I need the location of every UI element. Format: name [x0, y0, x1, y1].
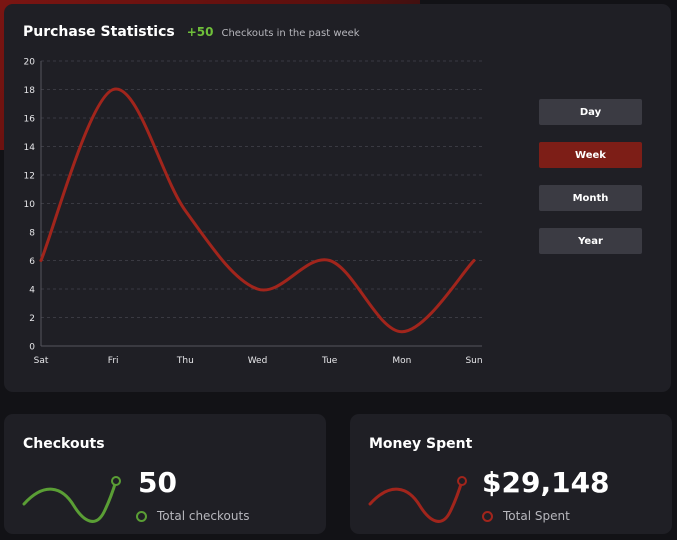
- page-title: Purchase Statistics: [23, 24, 175, 40]
- checkouts-label-row: Total checkouts: [136, 509, 249, 523]
- checkouts-sparkline-endpoint: [111, 476, 121, 486]
- money-label: Total Spent: [503, 509, 570, 523]
- x-tick-label: Thu: [176, 356, 194, 366]
- series-line: [39, 87, 476, 334]
- y-tick-label: 4: [29, 286, 35, 296]
- checkouts-title: Checkouts: [23, 436, 105, 452]
- y-tick-label: 10: [24, 200, 36, 210]
- checkouts-sparkline: [22, 476, 121, 523]
- y-tick-label: 12: [24, 172, 35, 182]
- y-tick-label: 14: [24, 143, 36, 153]
- money-title: Money Spent: [369, 436, 473, 452]
- range-month-button[interactable]: Month: [539, 185, 642, 211]
- money-value: $29,148: [482, 466, 610, 499]
- x-tick-label: Mon: [392, 356, 411, 366]
- card-subtitle: Checkouts in the past week: [221, 28, 360, 39]
- x-tick-label: Wed: [248, 356, 268, 366]
- purchase-statistics-card: Purchase Statistics +50 Checkouts in the…: [4, 4, 671, 392]
- checkouts-sparkline-path: [22, 479, 118, 523]
- y-tick-label: 8: [29, 229, 35, 239]
- range-day-button[interactable]: Day: [539, 99, 642, 125]
- money-label-row: Total Spent: [482, 509, 570, 523]
- x-tick-label: Fri: [108, 356, 119, 366]
- x-tick-label: Sun: [465, 356, 482, 366]
- red-dot-icon: [482, 510, 493, 522]
- range-week-button[interactable]: Week: [539, 142, 642, 168]
- range-year-button[interactable]: Year: [539, 228, 642, 254]
- y-tick-label: 20: [24, 58, 36, 68]
- y-tick-label: 2: [29, 314, 35, 324]
- money-sparkline-path: [368, 479, 464, 523]
- y-tick-label: 18: [24, 86, 36, 96]
- green-dot-icon: [136, 510, 147, 522]
- y-tick-label: 0: [29, 343, 35, 353]
- y-tick-label: 6: [29, 257, 35, 267]
- card-header: Purchase Statistics +50 Checkouts in the…: [23, 24, 360, 44]
- checkouts-card: Checkouts 50 Total checkouts: [4, 414, 326, 534]
- x-tick-label: Tue: [321, 356, 338, 366]
- money-sparkline: [368, 476, 467, 523]
- purchase-line-chart: 0 2 4 6 8 10 12 14 16 18 20 Sat Fri Thu Wed Tue Mon Sun: [24, 58, 483, 367]
- y-tick-label: 16: [24, 115, 36, 125]
- x-tick-label: Sat: [34, 356, 49, 366]
- delta-badge: +50: [186, 25, 214, 39]
- money-sparkline-endpoint: [457, 476, 467, 486]
- money-spent-card: Money Spent $29,148 Total Spent: [350, 414, 672, 534]
- checkouts-label: Total checkouts: [157, 509, 250, 523]
- checkouts-value: 50: [138, 466, 177, 499]
